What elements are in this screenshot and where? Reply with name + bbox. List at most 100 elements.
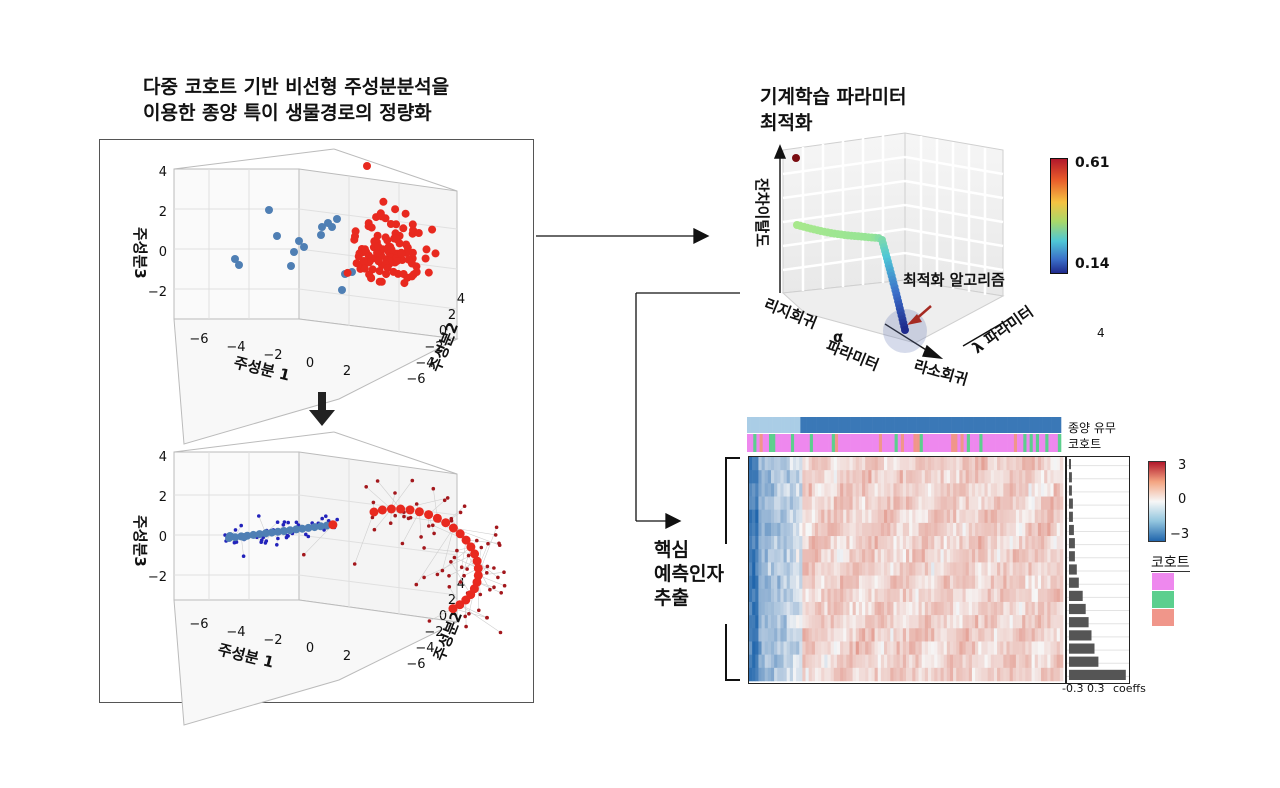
heatmap-cell [924, 575, 929, 590]
heatmap-cell [830, 496, 835, 511]
tumor-annotation-cell [988, 417, 993, 433]
heatmap-cell [821, 654, 825, 669]
heatmap-cell [1059, 522, 1064, 537]
heatmap-cell [893, 549, 897, 563]
heatmap-cell [946, 667, 951, 682]
heatmap-cell [906, 588, 910, 603]
heatmap-cell [956, 536, 960, 550]
tumor-sample-point [375, 267, 384, 275]
heatmap-cell [808, 667, 813, 682]
heatmap-cell [811, 575, 816, 590]
cohort-annotation-cell [900, 434, 905, 452]
heatmap-cell [1031, 575, 1036, 590]
heatmap-cell [761, 496, 765, 511]
heatmap-cell [959, 549, 963, 563]
heatmap-cell [884, 628, 888, 642]
tumor-sample-point [449, 519, 454, 523]
heatmap-cell [956, 615, 960, 629]
heatmap-cell [824, 641, 828, 655]
heatmap-cell [918, 536, 922, 550]
tumor-sample-point [374, 257, 383, 266]
heatmap-cell [893, 470, 897, 484]
heatmap-cell [978, 549, 982, 563]
heatmap-cell [852, 549, 857, 563]
heatmap-cell [1022, 470, 1026, 484]
heatmap-cell [802, 601, 806, 616]
heatmap-cell [799, 654, 803, 669]
heatmap-cell [1059, 667, 1064, 682]
heatmap-cell [783, 496, 787, 511]
heatmap-cell [789, 667, 794, 682]
heatmap-cell [959, 496, 963, 511]
heatmap-cell [749, 575, 753, 590]
heatmap-cell [855, 536, 860, 550]
heatmap-cell [959, 536, 963, 550]
tumor-sample-point [354, 252, 363, 261]
heatmap-cell [821, 522, 825, 537]
heatmap-cell [846, 667, 850, 682]
tumor-annotation-cell [866, 417, 870, 433]
heatmap-cell [896, 667, 901, 682]
cohort-annotation-cell [853, 434, 858, 452]
heatmap-cell [846, 641, 850, 655]
cohort-annotation-cell [1042, 434, 1046, 452]
heatmap-cell [830, 509, 835, 524]
heatmap-cell [1053, 536, 1058, 550]
heatmap-cell [824, 667, 828, 682]
heatmap-cell [968, 549, 973, 563]
heatmap-cell [1012, 549, 1017, 563]
heatmap-cell [767, 628, 772, 642]
normal-sample-point [264, 539, 269, 543]
tumor-annotation-cell [765, 417, 770, 433]
heatmap-cell [959, 509, 963, 524]
heatmap-cell [1015, 615, 1020, 629]
heatmap-cell [931, 654, 935, 669]
heatmap-cell [818, 483, 822, 497]
heatmap-cell [968, 562, 973, 576]
heatmap-cell [918, 628, 922, 642]
heatmap-cell [962, 588, 966, 603]
heatmap-cell [786, 601, 791, 616]
heatmap-cell [865, 601, 869, 616]
heatmap-scale-bar [1148, 461, 1166, 542]
heatmap-cell [811, 496, 816, 511]
principal-curve-point [261, 529, 270, 538]
heatmap-cell [783, 562, 787, 576]
heatmap-cell [893, 667, 897, 682]
heatmap-cell [968, 496, 973, 511]
heatmap-cell [1012, 562, 1017, 576]
tumor-annotation-cell [768, 417, 773, 433]
cohort-annotation-cell [922, 434, 927, 452]
heatmap-cell [1059, 470, 1064, 484]
tumor-annotation-cell [1020, 417, 1024, 433]
heatmap-cell [962, 496, 966, 511]
heatmap-cell [975, 483, 979, 497]
heatmap-cell [764, 522, 769, 537]
heatmap-cell [1028, 522, 1032, 537]
cohort-annotation-cell [888, 434, 892, 452]
heatmap-cell [940, 628, 944, 642]
heatmap-cell [868, 575, 872, 590]
tumor-sample-point [414, 582, 419, 587]
heatmap-cell [796, 654, 800, 669]
heatmap-cell [990, 667, 995, 682]
heatmap-cell [877, 601, 882, 616]
heatmap-cell [890, 549, 894, 563]
heatmap-cell [830, 588, 835, 603]
heatmap-cell [880, 549, 885, 563]
heatmap-cell [805, 641, 809, 655]
heatmap-cell [1031, 457, 1036, 471]
heatmap-cell [890, 588, 894, 603]
tumor-sample-point [397, 249, 406, 258]
heatmap-cell [1022, 615, 1026, 629]
heatmap-cell [968, 628, 973, 642]
heatmap-cell [949, 588, 954, 603]
heatmap-cell [931, 522, 935, 537]
heatmap-cell [1031, 654, 1036, 669]
heatmap-cell [871, 615, 875, 629]
heatmap-cell [990, 575, 995, 590]
principal-curve-point [396, 504, 406, 514]
heatmap-cell [840, 496, 844, 511]
coef-bar [1069, 617, 1089, 628]
heatmap-cell [849, 654, 853, 669]
